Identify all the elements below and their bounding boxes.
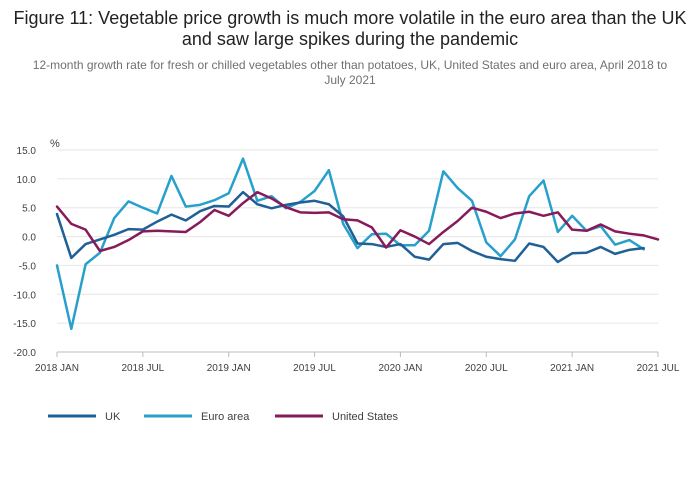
y-tick-label: 10.0: [17, 175, 37, 186]
series-line-united-states: [55, 190, 660, 253]
series-line-uk: [55, 190, 645, 264]
chart-title: Figure 11: Vegetable price growth is muc…: [13, 8, 687, 49]
y-tick-label: -10.0: [13, 290, 36, 301]
y-tick-label: 5.0: [22, 204, 36, 215]
y-tick-label: -5.0: [19, 261, 37, 272]
y-axis-unit-label: %: [50, 138, 60, 150]
y-tick-label: 0.0: [22, 233, 36, 244]
x-tick-label: 2018 JAN: [35, 363, 79, 374]
x-tick-label: 2021 JAN: [550, 363, 594, 374]
x-tick-label: 2019 JAN: [207, 363, 251, 374]
legend-label: United States: [332, 411, 399, 423]
x-tick-label: 2018 JUL: [121, 363, 164, 374]
x-tick-label: 2019 JUL: [293, 363, 336, 374]
y-tick-label: -15.0: [13, 319, 36, 330]
chart-subtitle: 12-month growth rate for fresh or chille…: [32, 58, 668, 87]
x-tick-label: 2021 JUL: [637, 363, 680, 374]
y-tick-label: -20.0: [13, 348, 36, 359]
x-tick-label: 2020 JAN: [378, 363, 422, 374]
y-tick-label: 15.0: [17, 146, 37, 157]
legend-label: Euro area: [201, 411, 250, 423]
x-tick-label: 2020 JUL: [465, 363, 508, 374]
legend-label: UK: [105, 411, 121, 423]
series-line-euro-area: [55, 157, 645, 331]
